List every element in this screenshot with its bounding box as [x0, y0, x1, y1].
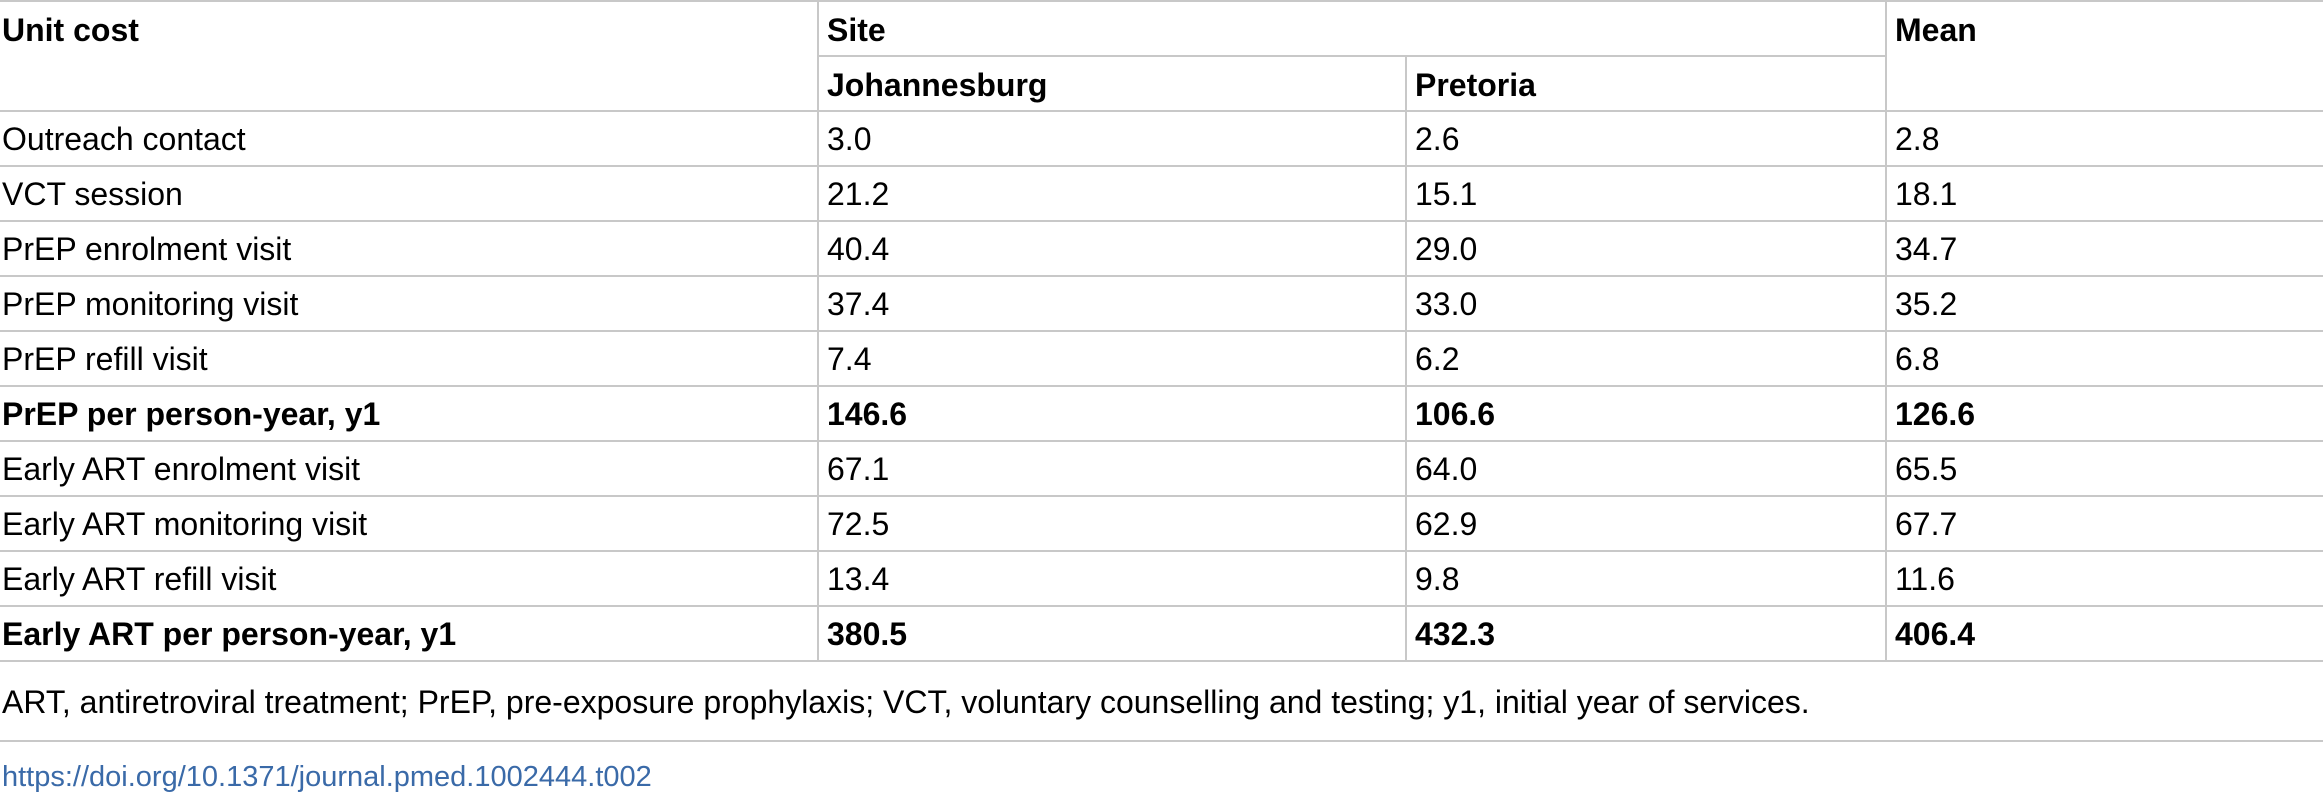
mean-value-cell: 18.1 — [1885, 165, 2323, 221]
table-row: PrEP refill visit 7.4 6.2 6.8 — [0, 330, 2323, 386]
table-row: PrEP per person-year, y1 146.6 106.6 126.6 — [0, 385, 2323, 441]
johannesburg-value-cell: 146.6 — [817, 385, 1406, 441]
table-header-row: Unit cost Site Mean — [0, 0, 2323, 111]
table-row: PrEP enrolment visit 40.4 29.0 34.7 — [0, 220, 2323, 276]
pretoria-value-cell: 64.0 — [1405, 440, 1886, 496]
johannesburg-value-cell: 21.2 — [817, 165, 1406, 221]
header-mean: Mean — [1885, 0, 2323, 111]
row-label-cell: VCT session — [0, 165, 818, 221]
row-label-cell: PrEP monitoring visit — [0, 275, 818, 331]
pretoria-value-cell: 2.6 — [1405, 110, 1886, 166]
table-row: PrEP monitoring visit 37.4 33.0 35.2 — [0, 275, 2323, 331]
row-label-cell: PrEP refill visit — [0, 330, 818, 386]
header-pretoria: Pretoria — [1405, 55, 1886, 111]
johannesburg-value-cell: 13.4 — [817, 550, 1406, 606]
johannesburg-value-cell: 72.5 — [817, 495, 1406, 551]
mean-value-cell: 406.4 — [1885, 605, 2323, 662]
pretoria-value-cell: 106.6 — [1405, 385, 1886, 441]
footer-divider — [0, 740, 2323, 742]
pretoria-value-cell: 62.9 — [1405, 495, 1886, 551]
pretoria-value-cell: 15.1 — [1405, 165, 1886, 221]
pretoria-value-cell: 29.0 — [1405, 220, 1886, 276]
johannesburg-value-cell: 67.1 — [817, 440, 1406, 496]
table-row: Outreach contact 3.0 2.6 2.8 — [0, 110, 2323, 166]
johannesburg-value-cell: 380.5 — [817, 605, 1406, 662]
mean-value-cell: 65.5 — [1885, 440, 2323, 496]
table-row: Early ART refill visit 13.4 9.8 11.6 — [0, 550, 2323, 606]
unit-cost-table: Unit cost Site Mean Johannesburg Pretori… — [0, 0, 2323, 662]
pretoria-value-cell: 432.3 — [1405, 605, 1886, 662]
doi-link[interactable]: https://doi.org/10.1371/journal.pmed.100… — [2, 761, 652, 793]
header-johannesburg: Johannesburg — [817, 55, 1406, 111]
mean-value-cell: 6.8 — [1885, 330, 2323, 386]
row-label-cell: Early ART enrolment visit — [0, 440, 818, 496]
table-body: Outreach contact 3.0 2.6 2.8 VCT session 21.2… — [0, 110, 2323, 662]
pretoria-value-cell: 33.0 — [1405, 275, 1886, 331]
pretoria-value-cell: 6.2 — [1405, 330, 1886, 386]
table-row: VCT session 21.2 15.1 18.1 — [0, 165, 2323, 221]
row-label-cell: Early ART monitoring visit — [0, 495, 818, 551]
table-subheader-row: Johannesburg Pretoria — [0, 55, 2323, 111]
johannesburg-value-cell: 40.4 — [817, 220, 1406, 276]
table-row: Early ART enrolment visit 67.1 64.0 65.5 — [0, 440, 2323, 496]
johannesburg-value-cell: 7.4 — [817, 330, 1406, 386]
row-label-cell: Early ART per person-year, y1 — [0, 605, 818, 662]
mean-value-cell: 67.7 — [1885, 495, 2323, 551]
header-site: Site — [817, 0, 1886, 56]
mean-value-cell: 35.2 — [1885, 275, 2323, 331]
mean-value-cell: 34.7 — [1885, 220, 2323, 276]
row-label-cell: Outreach contact — [0, 110, 818, 166]
johannesburg-value-cell: 3.0 — [817, 110, 1406, 166]
mean-value-cell: 126.6 — [1885, 385, 2323, 441]
table-row: Early ART per person-year, y1 380.5 432.3 4… — [0, 605, 2323, 662]
mean-value-cell: 2.8 — [1885, 110, 2323, 166]
row-label-cell: Early ART refill visit — [0, 550, 818, 606]
row-label-cell: PrEP per person-year, y1 — [0, 385, 818, 441]
johannesburg-value-cell: 37.4 — [817, 275, 1406, 331]
table-row: Early ART monitoring visit 72.5 62.9 67.7 — [0, 495, 2323, 551]
row-label-cell: PrEP enrolment visit — [0, 220, 818, 276]
mean-value-cell: 11.6 — [1885, 550, 2323, 606]
pretoria-value-cell: 9.8 — [1405, 550, 1886, 606]
table-footnote: ART, antiretroviral treatment; PrEP, pre… — [2, 684, 1810, 720]
header-unit-cost: Unit cost — [0, 0, 818, 111]
